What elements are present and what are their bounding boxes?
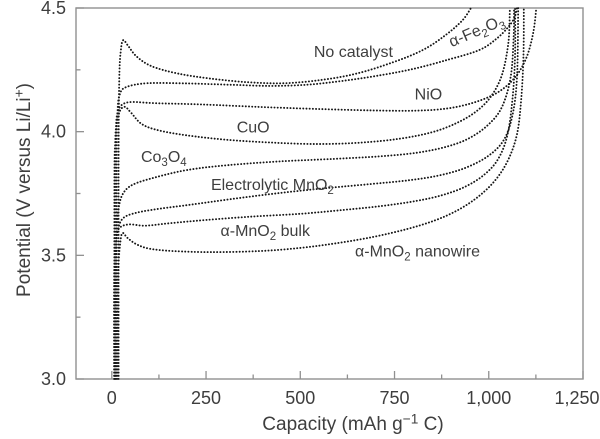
x-tick-label-1,000: 1,000 — [466, 388, 511, 408]
curve-alpha-mno2-bulk — [113, 7, 517, 380]
y-tick-label-4.5: 4.5 — [41, 0, 66, 18]
curve-no-catalyst — [117, 7, 472, 380]
x-tick-label-0: 0 — [107, 388, 117, 408]
x-tick-label-500: 500 — [285, 388, 315, 408]
y-tick-label-3.5: 3.5 — [41, 245, 66, 265]
y-axis-title: Potential (V versus Li/Li+) — [12, 83, 36, 297]
y-tick-label-3.0: 3.0 — [41, 369, 66, 389]
curve-label-no-catalyst: No catalyst — [314, 44, 394, 61]
curve-electrolytic-mno2 — [114, 7, 520, 380]
tick-labels: 4.5 4.0 3.5 3.0 0 250 500 750 1,000 1,250 — [41, 0, 600, 408]
curve-label-co3o4: Co3O4 — [141, 149, 187, 169]
x-tick-label-750: 750 — [380, 388, 410, 408]
x-axis-title: Capacity (mAh g−1 C) — [262, 412, 443, 436]
curve-alpha-mno2-nanowire — [116, 7, 525, 380]
curve-labels: No catalyst α-Fe2O3 NiO CuO Co3O4 Electrolyti… — [141, 12, 509, 264]
x-tick-label-250: 250 — [191, 388, 221, 408]
curve-label-electrolytic-mno2: Electrolytic MnO2 — [211, 177, 334, 197]
curve-co3o4 — [114, 7, 515, 380]
curve-cuo — [113, 7, 511, 380]
axis-ticks — [76, 7, 584, 380]
curve-label-alpha-mno2-bulk: α-MnO2 bulk — [221, 223, 311, 243]
curve-label-cuo: CuO — [237, 120, 270, 137]
curve-nio — [114, 7, 538, 380]
x-tick-label-1,250: 1,250 — [554, 388, 599, 408]
curve-label-alpha-mno2-nanowire: α-MnO2 nanowire — [355, 244, 480, 264]
axis-titles: Capacity (mAh g−1 C) Potential (V versus … — [12, 83, 444, 435]
curve-alpha-fe2o3 — [115, 7, 518, 380]
curves — [113, 7, 538, 380]
curve-label-alpha-fe2o3: α-Fe2O3 — [447, 12, 509, 53]
curve-label-nio: NiO — [415, 87, 443, 104]
y-tick-label-4.0: 4.0 — [41, 122, 66, 142]
